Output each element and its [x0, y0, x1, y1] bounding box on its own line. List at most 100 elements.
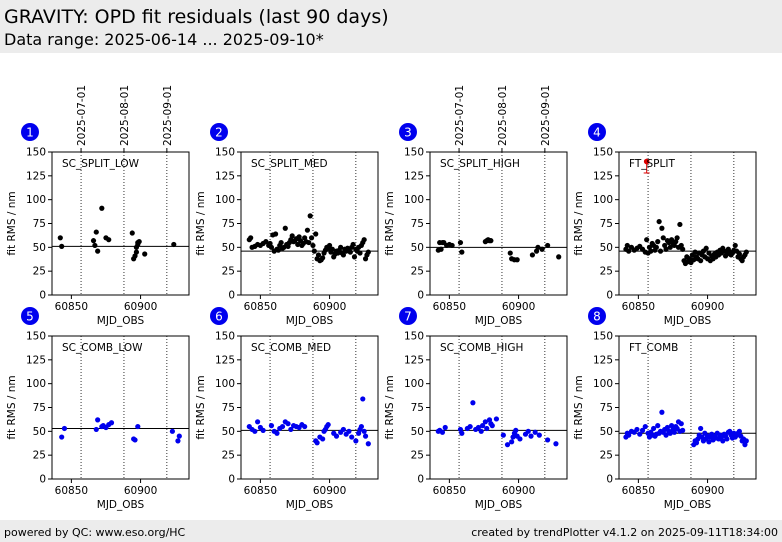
data-point: [274, 430, 280, 436]
y-tick-label: 50: [600, 242, 613, 254]
y-tick-label: 100: [215, 378, 235, 390]
data-point: [650, 425, 657, 432]
y-tick-label: 125: [215, 354, 235, 366]
panel-index-badge: [399, 123, 417, 141]
data-point: [252, 428, 258, 434]
date-tick-label: 2025-07-01: [454, 85, 466, 146]
data-point: [736, 428, 742, 434]
y-tick-label: 125: [404, 354, 424, 366]
axes-frame: [429, 335, 568, 480]
data-point: [484, 425, 490, 432]
y-tick-label: 0: [606, 474, 613, 486]
panel-index-badge: [588, 123, 606, 141]
data-point: [326, 242, 333, 249]
data-point: [736, 251, 742, 257]
y-tick-label: 100: [215, 194, 235, 206]
data-point: [536, 432, 542, 438]
panel-label: FT_COMB: [629, 342, 678, 354]
data-point: [732, 242, 738, 249]
y-tick-label: 125: [26, 170, 46, 182]
y-axis-label: fit RMS / nm: [6, 375, 18, 439]
panel-index-label: 3: [404, 126, 412, 140]
data-point: [657, 248, 664, 254]
data-point: [255, 419, 261, 425]
date-tick-label: 2025-09-01: [162, 85, 174, 146]
header-bar: GRAVITY: OPD fit residuals (last 90 days…: [0, 0, 782, 53]
data-point: [302, 423, 308, 430]
y-tick-label: 50: [33, 242, 46, 254]
data-point: [475, 424, 482, 431]
date-tick-label: 2025-09-01: [540, 85, 552, 146]
data-point: [556, 254, 562, 260]
data-point: [489, 423, 495, 429]
data-point: [295, 241, 301, 248]
data-point: [626, 248, 632, 254]
y-axis-label: fit RMS / nm: [6, 191, 18, 255]
panel-label: SC_SPLIT_MED: [251, 158, 328, 170]
data-point: [482, 419, 488, 425]
data-point: [659, 225, 665, 231]
y-tick-label: 100: [26, 194, 46, 206]
y-tick-label: 100: [404, 378, 424, 390]
y-axis-label: fit RMS / nm: [573, 191, 585, 255]
data-point: [743, 438, 749, 444]
x-axis-label: MJD_OBS: [664, 499, 712, 511]
data-point: [667, 244, 673, 250]
data-point: [142, 251, 148, 257]
data-point: [90, 238, 97, 244]
data-point: [626, 432, 632, 438]
data-point: [514, 257, 520, 263]
footer-created-by: created by trendPlotter v4.1.2 on 2025-0…: [471, 526, 778, 539]
y-tick-label: 0: [39, 474, 46, 486]
data-point: [353, 438, 359, 444]
data-point: [525, 428, 531, 434]
x-tick-label: 60900: [691, 301, 724, 313]
axes-frame: [240, 335, 379, 480]
data-point: [57, 235, 63, 241]
data-point: [663, 432, 669, 438]
x-tick-label: 60850: [433, 301, 466, 313]
data-point: [671, 429, 677, 435]
data-point: [306, 239, 312, 246]
y-tick-label: 25: [600, 266, 613, 278]
panel-sc-split-high: 0 25 50 75 100 125 150 60850 60900 MJD_OBS fit RMS…: [384, 85, 568, 327]
data-point: [329, 246, 335, 252]
data-point: [545, 242, 551, 249]
data-point: [311, 248, 317, 254]
panel-index-badge: [21, 123, 39, 141]
data-point: [680, 427, 686, 433]
y-tick-label: 150: [26, 331, 46, 343]
y-tick-label: 25: [33, 450, 46, 462]
data-point: [678, 421, 684, 427]
y-axis-label: fit RMS / nm: [195, 191, 207, 255]
data-point: [349, 434, 355, 440]
y-tick-label: 75: [222, 218, 235, 230]
data-point: [659, 409, 665, 415]
axes-frame: [618, 151, 757, 296]
data-point: [95, 248, 101, 254]
x-axis-label: MJD_OBS: [475, 315, 523, 327]
y-tick-label: 125: [593, 170, 613, 182]
data-point: [272, 231, 279, 237]
data-point: [449, 242, 455, 249]
data-point: [320, 255, 326, 261]
y-tick-label: 125: [215, 170, 235, 182]
data-point: [539, 246, 545, 252]
data-point: [478, 428, 484, 434]
y-tick-label: 0: [228, 474, 235, 486]
y-tick-label: 50: [600, 426, 613, 438]
data-point: [535, 244, 541, 250]
data-point: [289, 233, 295, 239]
x-axis-label: MJD_OBS: [286, 499, 334, 511]
data-point: [248, 235, 254, 241]
y-tick-label: 0: [228, 290, 235, 302]
data-point: [351, 254, 358, 260]
y-axis-label: fit RMS / nm: [384, 375, 396, 439]
data-point: [320, 436, 326, 442]
data-point: [275, 247, 281, 253]
data-point: [350, 241, 356, 248]
data-point: [529, 252, 536, 258]
data-point: [553, 441, 559, 447]
panel-index-label: 5: [26, 310, 34, 324]
